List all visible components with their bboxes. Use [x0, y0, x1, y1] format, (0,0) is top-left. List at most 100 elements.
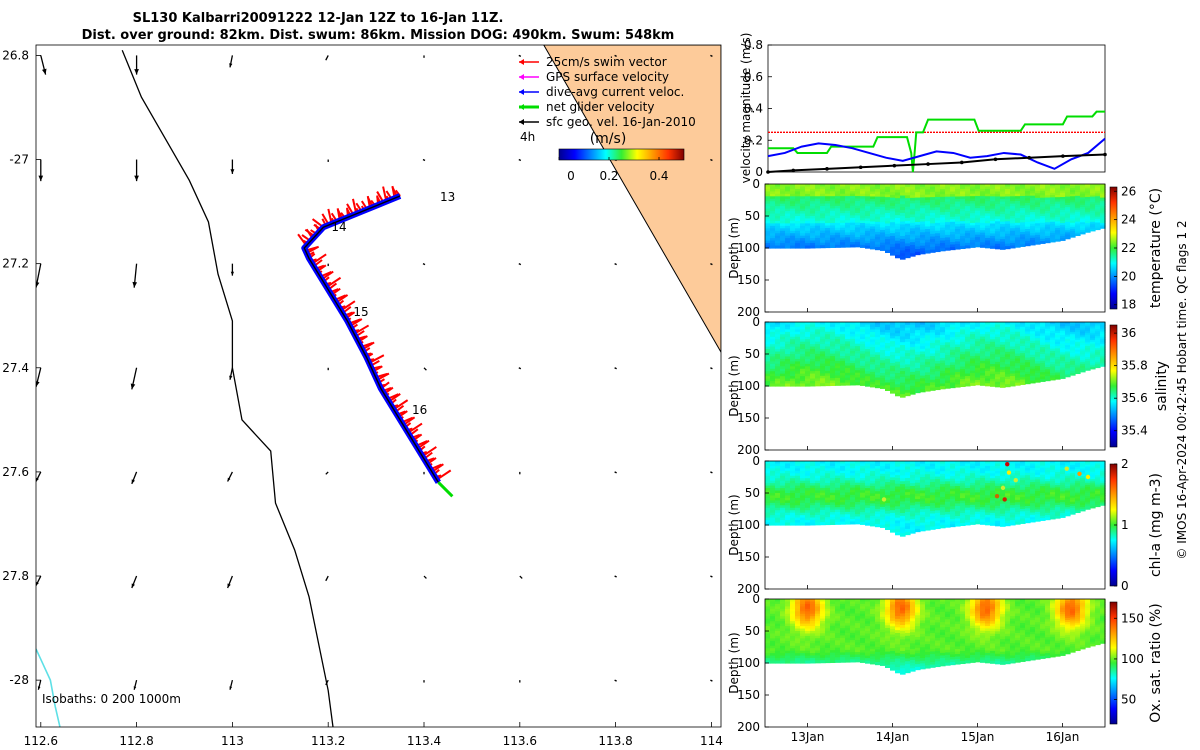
section-colorbar-label: Ox. sat. ratio (%)	[1148, 603, 1164, 722]
chl-hotspot	[994, 494, 1000, 499]
depth-tick-label: 200	[737, 720, 760, 734]
depth-tick-label: 100	[737, 379, 760, 393]
geo-vector-arrow	[36, 575, 42, 586]
speed-colorbar-ticks: 0 0.2 0.4	[558, 157, 669, 183]
depth-tick-label: 0	[752, 592, 760, 606]
speed-colorbar	[558, 148, 685, 161]
velocity-y-tick-label: 0.8	[744, 38, 763, 52]
geo-vector-arrow	[130, 367, 138, 390]
velocity-y-tick-label: 0.4	[744, 102, 763, 116]
legend-label: sfc geo. vel. 16-Jan-2010	[546, 115, 696, 129]
section-colorbar-tick-label: 100	[1121, 652, 1144, 666]
geo-vector-arrow	[518, 367, 522, 370]
geo-velocity-point	[1103, 152, 1107, 157]
map-x-tick-label: 113.8	[598, 734, 632, 748]
map-y-tick-label: 26.8	[2, 48, 29, 62]
depth-tick-label: 100	[737, 241, 760, 255]
chl-hotspot	[1013, 478, 1018, 483]
legend-label: dive-avg current veloc.	[546, 85, 684, 99]
velocity-series	[766, 110, 1107, 174]
section-colorbar-tick-label: 150	[1121, 611, 1144, 625]
geo-vector-arrow	[423, 55, 425, 58]
colorbar-tick-label: 0.2	[599, 169, 618, 183]
depth-tick-label: 200	[737, 443, 760, 457]
geo-vector-arrow	[519, 680, 521, 683]
chl-hotspot	[1006, 470, 1012, 475]
geo-vector-arrow	[519, 575, 523, 579]
geo-vector-arrow	[134, 55, 139, 75]
geo-vector-arrow	[327, 159, 329, 162]
geo-vector-arrow	[614, 263, 617, 266]
depth-tick-label: 0	[752, 315, 760, 329]
map-y-tick-label: 27.2	[2, 257, 29, 271]
section-colorbar-tick-label: 35.6	[1121, 391, 1148, 405]
geo-vector-arrow	[227, 471, 233, 482]
geo-vector-arrow	[36, 367, 42, 388]
velocity-y-tick-label: 0.2	[744, 133, 763, 147]
map-y-tick-label: 27.6	[2, 465, 29, 479]
legend-entry: sfc geo. vel. 16-Jan-2010	[519, 115, 696, 129]
section-colorbar-tick-label: 35.8	[1121, 359, 1148, 373]
geo-vector-arrow	[614, 471, 617, 474]
geostrophic-vector-field	[36, 54, 713, 690]
day-label: 13	[440, 190, 455, 204]
colorbar-tick-label: 0.4	[649, 169, 668, 183]
geo-vector-arrow	[518, 158, 522, 162]
time-step-label: 4h	[520, 130, 535, 144]
geo-vector-arrow	[229, 679, 234, 690]
geo-vector-arrow	[325, 575, 329, 582]
map-x-tick-label: 113	[221, 734, 244, 748]
geo-vector-arrow	[422, 263, 426, 266]
credit-text: © IMOS 16-Apr-2024 00:42:45 Hobart time.…	[1175, 220, 1189, 559]
geo-vector-arrow	[710, 263, 713, 266]
track-line	[303, 195, 439, 483]
velocity-panel: 0 0.2 0.4 0.6 0.8 velocity magnitude (m/s)	[739, 33, 1107, 183]
geo-velocity-point	[959, 160, 964, 165]
land-area	[543, 45, 721, 354]
geo-velocity-point	[892, 163, 897, 168]
day-label: 16	[412, 403, 427, 417]
geo-vector-arrow	[132, 263, 138, 288]
chl-hotspot	[881, 497, 887, 502]
day-tick-label: 13Jan	[791, 730, 825, 744]
legend-entry: net glider velocity	[519, 100, 654, 114]
geo-vector-arrow	[230, 159, 235, 174]
geo-vector-arrow	[131, 575, 138, 589]
geo-vector-arrow	[614, 367, 617, 370]
section-colorbar-tick-label: 50	[1121, 693, 1136, 707]
depth-tick-label: 100	[737, 518, 760, 532]
section-colorbar-tick-label: 22	[1121, 241, 1136, 255]
geo-vector-arrow	[230, 263, 235, 276]
geo-vector-arrow	[423, 680, 425, 683]
geo-vector-arrow	[710, 471, 713, 474]
figure-title-line2: Dist. over ground: 82km. Dist. swum: 86k…	[82, 28, 675, 43]
map-y-axis: 26.8 -27 27.2 27.4 27.6 27.8 -28	[2, 48, 41, 687]
geo-vector-arrow	[423, 367, 427, 371]
legend-label: 25cm/s swim vector	[546, 55, 667, 69]
chl-hotspot	[1064, 466, 1069, 471]
section-colorbar-tick-label: 36	[1121, 326, 1136, 340]
geo-vector-arrow	[325, 679, 329, 686]
geo-vector-arrow	[325, 55, 329, 61]
geo-vector-arrow	[423, 575, 427, 579]
chl-hotspot	[1000, 485, 1006, 491]
section-panel-chl: 0 50 100 150 200 Depth (m) 0 1 2 chl-a (mg m-3)	[727, 454, 1164, 596]
depth-tick-label: 150	[737, 411, 760, 425]
geo-vector-arrow	[710, 367, 713, 370]
section-ylabel: Depth (m)	[727, 494, 741, 555]
legend-label: net glider velocity	[546, 100, 654, 114]
depth-tick-label: 50	[745, 624, 760, 638]
colorbar-tick-label: 0	[567, 169, 575, 183]
day-tick-label: 16Jan	[1046, 730, 1080, 744]
map-y-tick-label: -27	[9, 153, 29, 167]
depth-tick-label: 150	[737, 688, 760, 702]
map-y-tick-label: 27.4	[2, 361, 29, 375]
map-y-tick-label: 27.8	[2, 569, 29, 583]
section-colorbar-tick-label: 20	[1121, 269, 1136, 283]
section-colorbar-tick-label: 26	[1121, 184, 1136, 198]
map-panel: 112.6 112.8 113 113.2 113.4 113.6 113.8 114 26.…	[2, 44, 723, 748]
section-field	[765, 599, 1106, 675]
glider-track	[297, 185, 454, 498]
depth-tick-label: 200	[737, 582, 760, 596]
chl-hotspot	[1077, 471, 1082, 476]
